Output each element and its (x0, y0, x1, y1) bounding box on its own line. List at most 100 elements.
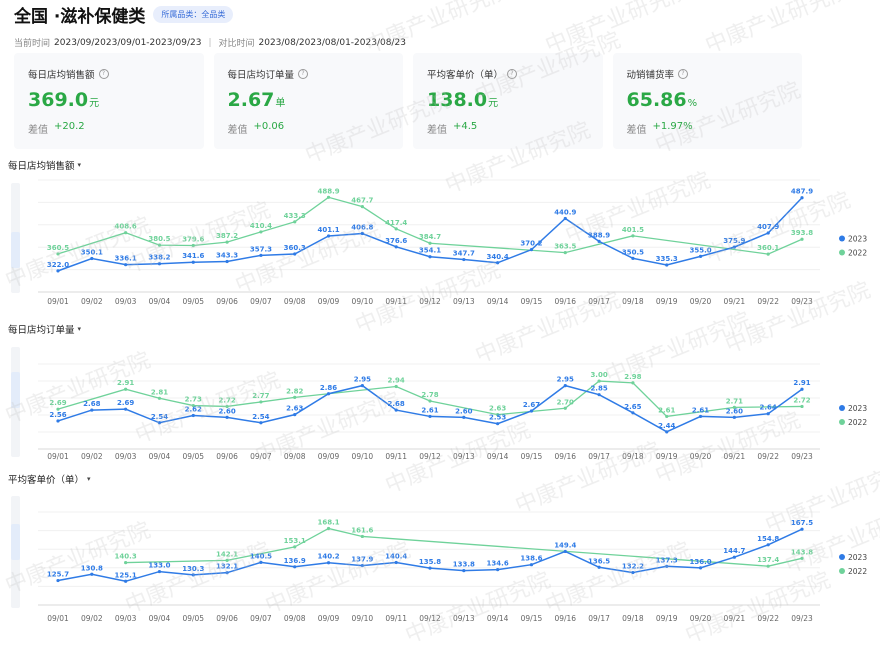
x-tick-label: 09/13 (453, 297, 475, 306)
data-point-2023 (732, 555, 736, 559)
x-tick-label: 09/21 (724, 452, 746, 461)
time-divider: | (208, 37, 212, 48)
data-point-2022 (563, 250, 567, 255)
data-label-2022: 2.61 (658, 406, 675, 414)
x-tick-label: 09/11 (385, 297, 407, 306)
data-label-2023: 140.5 (250, 552, 272, 560)
data-point-2023 (293, 413, 297, 417)
data-label-2022: 2.98 (624, 373, 641, 381)
data-label-2022: 360.5 (47, 244, 69, 252)
kpi-card-avg-price: 平均客单价（单）? 138.0 元 差值 +4.5 (413, 53, 603, 149)
x-tick-label: 09/07 (250, 452, 272, 461)
x-tick-label: 09/20 (690, 452, 712, 461)
data-point-2022 (56, 407, 60, 411)
data-point-2023 (563, 216, 567, 221)
data-label-2023: 2.53 (489, 414, 506, 422)
data-label-2023: 350.5 (622, 248, 644, 256)
chart-title-sales[interactable]: 每日店均销售额 ▾ (8, 158, 81, 172)
x-tick-label: 09/23 (791, 297, 813, 306)
data-label-2023: 125.1 (115, 571, 137, 579)
data-point-2023 (90, 408, 94, 412)
data-point-2023 (529, 409, 534, 413)
data-label-2023: 335.3 (656, 255, 678, 263)
x-tick-label: 09/17 (588, 297, 610, 306)
data-label-2023: 154.8 (757, 535, 779, 543)
data-point-2022 (766, 564, 770, 568)
legend-label-2022: 2022 (848, 418, 867, 427)
data-point-2023 (225, 259, 229, 264)
x-tick-label: 09/10 (352, 614, 374, 623)
data-label-2023: 388.9 (588, 231, 610, 239)
data-point-2022 (326, 526, 331, 531)
data-label-2022: 384.7 (419, 233, 441, 241)
data-label-2022: 379.6 (182, 235, 204, 243)
data-point-2023 (191, 413, 195, 418)
data-point-2023 (800, 387, 804, 391)
data-label-2023: 2.91 (793, 379, 810, 387)
data-point-2023 (157, 569, 162, 574)
data-label-2022: 417.4 (385, 219, 407, 227)
caret-down-icon: ▾ (77, 161, 82, 169)
line-charts: 09/01 09/02 09/03 09/04 09/05 09/06 09/07 09/08… (38, 179, 867, 623)
data-point-2023 (529, 248, 534, 252)
kpi-unit: % (687, 98, 698, 109)
x-tick-label: 09/04 (149, 614, 171, 623)
data-label-2023: 343.3 (216, 251, 238, 259)
data-label-2023: 167.5 (791, 519, 813, 527)
kpi-diff-value: +1.97% (652, 121, 693, 132)
x-tick-label: 09/22 (757, 452, 779, 461)
chart-scroll-thumb[interactable] (11, 372, 20, 408)
data-label-2022: 360.1 (757, 244, 779, 252)
kpi-title: 每日店均销售额 (28, 70, 95, 81)
data-point-2023 (259, 560, 263, 564)
data-point-2023 (124, 579, 128, 583)
compare-time-value[interactable]: 2023/08/2023/08/01-2023/08/23 (258, 37, 406, 48)
data-point-2023 (631, 256, 635, 260)
x-tick-label: 09/15 (521, 452, 543, 461)
data-point-2022 (800, 404, 804, 409)
data-label-2022: 2.94 (388, 377, 405, 385)
data-point-2023 (462, 568, 466, 573)
legend-marker-2023 (839, 405, 845, 411)
data-point-2023 (124, 407, 128, 411)
data-point-2022 (360, 205, 364, 209)
data-point-2023 (225, 415, 229, 419)
data-label-2023: 347.7 (453, 250, 475, 258)
data-point-2022 (225, 404, 229, 409)
data-point-2023 (597, 565, 601, 569)
data-point-2023 (259, 421, 263, 425)
data-label-2023: 2.69 (117, 399, 134, 407)
chart-scroll-thumb[interactable] (11, 524, 20, 560)
data-label-2023: 355.0 (689, 246, 711, 254)
x-tick-label: 09/06 (216, 297, 238, 306)
data-point-2023 (191, 260, 195, 264)
legend-marker-2023 (839, 235, 845, 242)
x-tick-label: 09/03 (115, 297, 137, 306)
data-label-2023: 136.5 (588, 557, 610, 565)
x-tick-label: 09/19 (656, 614, 678, 623)
data-point-2022 (428, 399, 432, 403)
data-label-2022: 2.78 (421, 391, 438, 399)
help-icon[interactable]: ? (507, 69, 518, 79)
category-tag[interactable]: 所属品类：全品类 (153, 5, 234, 23)
data-point-2022 (597, 379, 601, 383)
data-label-2022: 142.1 (216, 550, 238, 558)
data-point-2022 (124, 387, 128, 391)
help-icon[interactable]: ? (678, 69, 689, 79)
data-point-2023 (631, 411, 635, 415)
x-tick-label: 09/05 (182, 297, 204, 306)
data-point-2022 (360, 534, 364, 539)
help-icon[interactable]: ? (98, 69, 109, 79)
help-icon[interactable]: ? (298, 69, 309, 79)
chart-scroll-thumb[interactable] (11, 232, 20, 268)
kpi-value: 138.0 (427, 89, 488, 111)
current-time-value[interactable]: 2023/09/2023/09/01-2023/09/23 (54, 37, 202, 48)
x-tick-label: 09/02 (81, 452, 103, 461)
data-label-2022: 140.3 (115, 553, 137, 561)
chart-title-price[interactable]: 平均客单价（单） ▾ (8, 472, 91, 486)
chart-title-orders[interactable]: 每日店均订单量 ▾ (8, 322, 81, 336)
data-point-2022 (225, 240, 229, 244)
x-tick-label: 09/09 (318, 614, 340, 623)
data-label-2022: 401.5 (622, 226, 644, 234)
data-point-2023 (800, 527, 804, 531)
